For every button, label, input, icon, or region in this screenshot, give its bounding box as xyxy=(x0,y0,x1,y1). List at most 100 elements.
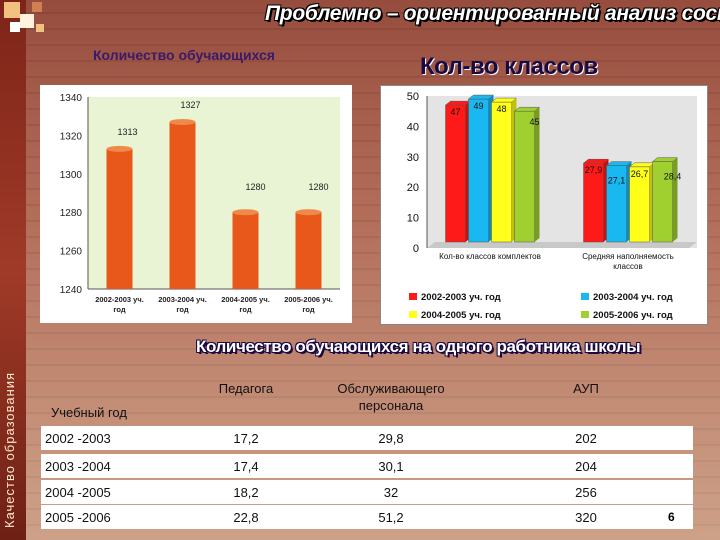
y-tick-label: 1320 xyxy=(60,131,83,142)
y-tick-label: 20 xyxy=(407,182,419,194)
cell-admin: 320 xyxy=(575,510,597,525)
y-tick-label: 1300 xyxy=(60,170,83,181)
y-tick-label: 1340 xyxy=(60,93,83,104)
classes-chart: 0 10 20 30 40 50 47 49 48 45 Кол-во классов компле… xyxy=(380,85,708,325)
bar-cap xyxy=(295,209,322,216)
y-tick-label: 1240 xyxy=(60,285,83,296)
legend-label: 2002-2003 уч. год xyxy=(421,292,501,303)
cell-admin: 256 xyxy=(575,485,597,500)
y-tick-label: 1260 xyxy=(60,247,83,258)
students-chart: 1240 1260 1280 1300 1320 1340 1313 2002-2003 уч… xyxy=(40,85,352,323)
y-tick-label: 0 xyxy=(413,243,419,255)
cell-year: 2005 -2006 xyxy=(45,510,111,525)
y-tick-label: 10 xyxy=(407,213,419,225)
decor-square xyxy=(36,24,44,32)
cell-service-staff: 51,2 xyxy=(378,510,404,525)
table-row: 2003 -2004 17,4 30,1 204 xyxy=(41,454,693,478)
cell-teachers: 18,2 xyxy=(233,485,259,500)
header-teachers: Педагога xyxy=(218,381,274,396)
classes-chart-svg: 0 10 20 30 40 50 47 49 48 45 Кол-во классов компле… xyxy=(407,91,697,321)
bar-cap xyxy=(232,209,259,216)
x-tick-label: год xyxy=(176,305,189,314)
table-row: 2002 -2003 17,2 29,8 202 xyxy=(41,426,693,450)
data-label: 1280 xyxy=(245,182,265,192)
x-tick-label: 2005-2006 уч. xyxy=(284,295,333,304)
data-label: 45 xyxy=(529,117,539,127)
cell-service-staff: 30,1 xyxy=(378,459,404,474)
legend-swatch xyxy=(409,311,417,318)
bar-side xyxy=(672,157,678,242)
bar-cap xyxy=(106,145,133,152)
cell-year: 2004 -2005 xyxy=(45,485,111,500)
legend-label: 2005-2006 уч. год xyxy=(593,310,673,321)
table-header: Учебный год Педагога Обслуживающего перс… xyxy=(41,374,693,426)
legend-swatch xyxy=(409,293,417,300)
table-row: 2004 -2005 18,2 32 256 xyxy=(41,480,693,504)
x-tick-label: год xyxy=(113,305,126,314)
cell-year: 2003 -2004 xyxy=(45,459,111,474)
header-year: Учебный год xyxy=(51,405,127,420)
students-chart-heading: Количество обучающихся xyxy=(93,47,275,63)
data-label: 27,9 xyxy=(585,165,603,175)
bar xyxy=(232,212,259,289)
y-tick-label: 1280 xyxy=(60,208,83,219)
bar-side xyxy=(534,107,540,242)
x-tick-label: 2002-2003 уч. xyxy=(95,295,144,304)
side-label: Качество образования xyxy=(2,371,17,528)
x-tick-label: год xyxy=(239,305,252,314)
legend-swatch xyxy=(581,311,589,318)
cell-year: 2002 -2003 xyxy=(45,431,111,446)
data-label: 48 xyxy=(496,104,506,114)
workers-table-heading: Количество обучающихся на одного работни… xyxy=(196,337,641,356)
decor-square xyxy=(4,2,20,18)
cell-admin: 204 xyxy=(575,459,597,474)
bar-cap xyxy=(169,118,196,125)
y-tick-label: 30 xyxy=(407,152,419,164)
legend-label: 2003-2004 уч. год xyxy=(593,292,673,303)
legend-swatch xyxy=(581,293,589,300)
cell-service-staff: 29,8 xyxy=(378,431,404,446)
x-tick-label: 2004-2005 уч. xyxy=(221,295,270,304)
data-label: 1313 xyxy=(117,127,137,137)
cell-admin: 202 xyxy=(575,431,597,446)
cell-teachers: 22,8 xyxy=(233,510,259,525)
page-number: 6 xyxy=(668,510,675,524)
bar-top xyxy=(513,106,541,112)
bar-top xyxy=(582,158,610,164)
y-tick-label: 40 xyxy=(407,121,419,133)
data-label: 1280 xyxy=(308,182,328,192)
data-label: 47 xyxy=(450,107,460,117)
workers-table: Учебный год Педагога Обслуживающего перс… xyxy=(41,374,693,529)
bar xyxy=(468,98,489,243)
decor-square xyxy=(10,22,20,32)
legend-label: 2004-2005 уч. год xyxy=(421,310,501,321)
bar xyxy=(491,101,512,243)
data-label: 26,7 xyxy=(631,169,649,179)
slide-title: Проблемно – ориентированный анализ состо… xyxy=(265,2,720,25)
cell-teachers: 17,4 xyxy=(233,459,259,474)
side-band: Качество образования xyxy=(0,0,26,540)
y-tick-label: 50 xyxy=(407,91,419,103)
data-label: 49 xyxy=(473,101,483,111)
chart-floor xyxy=(427,242,697,248)
table-row: 2005 -2006 22,8 51,2 320 xyxy=(41,505,693,529)
x-tick-label: год xyxy=(302,305,315,314)
data-label: 1327 xyxy=(180,100,200,110)
decor-square xyxy=(20,14,34,28)
bar xyxy=(445,104,466,243)
bar xyxy=(169,121,196,290)
bar xyxy=(295,212,322,289)
data-label: 27,1 xyxy=(608,176,626,186)
data-label: 28,4 xyxy=(664,172,682,182)
x-tick-label: Кол-во классов комплектов xyxy=(439,252,541,261)
header-service-staff: Обслуживающего персонала xyxy=(337,381,445,413)
decor-square xyxy=(32,2,42,12)
bar xyxy=(106,148,133,289)
cell-service-staff: 32 xyxy=(383,485,399,500)
students-chart-svg: 1240 1260 1280 1300 1320 1340 1313 2002-2003 уч… xyxy=(60,93,340,314)
x-tick-label: классов xyxy=(613,262,643,271)
bar xyxy=(514,110,535,243)
cell-teachers: 17,2 xyxy=(233,431,259,446)
header-admin: АУП xyxy=(573,381,599,396)
